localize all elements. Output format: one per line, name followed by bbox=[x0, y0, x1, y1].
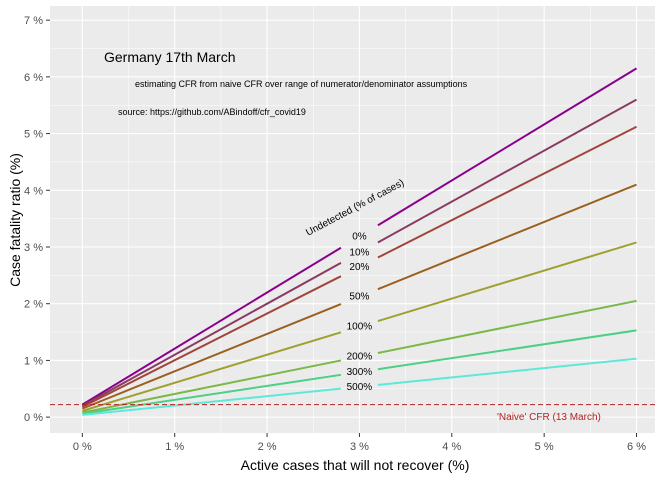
series-line-50% bbox=[377, 183, 637, 291]
series-group: 0% 10% 20% 50% 100% 200% 300% 500% bbox=[81, 67, 638, 416]
y-tick-label: 6 % bbox=[24, 72, 43, 84]
x-tick-label: 4 % bbox=[442, 441, 461, 453]
y-tick-label: 1 % bbox=[24, 355, 43, 367]
series-label-100%: 100% bbox=[347, 322, 373, 333]
x-tick-label: 6 % bbox=[627, 441, 646, 453]
y-tick-label: 5 % bbox=[24, 129, 43, 141]
series-line-300% bbox=[82, 373, 342, 415]
series-label-10%: 10% bbox=[349, 248, 369, 259]
series-line-20% bbox=[377, 125, 637, 259]
series-label-300%: 300% bbox=[347, 367, 373, 378]
series-line-100% bbox=[82, 331, 342, 412]
series-label-20%: 20% bbox=[349, 262, 369, 273]
annotation-subtitle: estimating CFR from naive CFR over range… bbox=[135, 79, 468, 89]
series-line-200% bbox=[377, 299, 637, 354]
series-label-200%: 200% bbox=[347, 352, 373, 363]
series-label-50%: 50% bbox=[349, 292, 369, 303]
y-tick-label: 0 % bbox=[24, 412, 43, 424]
naive-cfr-label: 'Naive' CFR (13 March) bbox=[497, 412, 601, 423]
series-line-200% bbox=[82, 359, 342, 414]
series-line-0% bbox=[377, 67, 638, 227]
y-tick-label: 3 % bbox=[24, 242, 43, 254]
x-axis-title: Active cases that will not recover (%) bbox=[241, 457, 470, 473]
y-tick-label: 4 % bbox=[24, 185, 43, 197]
x-tick-label: 5 % bbox=[535, 441, 554, 453]
series-line-50% bbox=[81, 303, 342, 410]
series-line-10% bbox=[81, 262, 342, 407]
x-tick-label: 0 % bbox=[73, 441, 92, 453]
x-tick-label: 2 % bbox=[258, 441, 277, 453]
series-line-500% bbox=[377, 357, 637, 386]
x-tick-label: 3 % bbox=[350, 441, 369, 453]
x-axis-ticks: 0 % 1 % 2 % 3 % 4 % 5 % 6 % bbox=[73, 433, 646, 453]
series-line-100% bbox=[377, 241, 637, 323]
series-line-10% bbox=[377, 98, 638, 244]
series-line-20% bbox=[81, 275, 342, 408]
series-line-300% bbox=[377, 329, 637, 371]
series-label-500%: 500% bbox=[347, 382, 373, 393]
y-tick-label: 7 % bbox=[24, 15, 43, 27]
annotation-title: Germany 17th March bbox=[104, 49, 236, 65]
y-axis-title: Case fatality ratio (%) bbox=[7, 153, 23, 287]
y-axis-ticks: 0 % 1 % 2 % 3 % 4 % 5 % 6 % 7 % bbox=[24, 15, 50, 424]
series-label-0%: 0% bbox=[352, 232, 367, 243]
grid bbox=[50, 6, 655, 433]
y-tick-label: 2 % bbox=[24, 299, 43, 311]
annotation-source: source: https://github.com/ABindoff/cfr_… bbox=[118, 107, 306, 117]
series-line-500% bbox=[82, 387, 342, 416]
series-line-0% bbox=[81, 246, 342, 406]
x-tick-label: 1 % bbox=[165, 441, 184, 453]
